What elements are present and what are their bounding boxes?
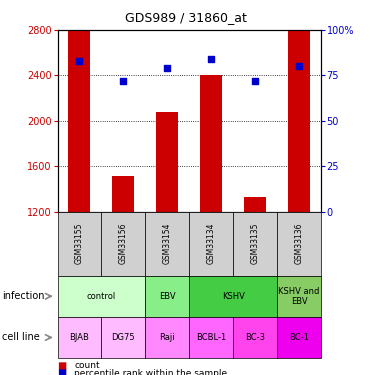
- Text: cell line: cell line: [2, 333, 40, 342]
- Text: BCBL-1: BCBL-1: [196, 333, 226, 342]
- Point: [121, 78, 127, 84]
- Point: [76, 58, 82, 64]
- Text: count: count: [74, 361, 100, 370]
- Text: EBV: EBV: [159, 292, 175, 301]
- Bar: [288, 30, 310, 212]
- Text: GSM33156: GSM33156: [119, 223, 128, 264]
- Point: [208, 56, 214, 62]
- Bar: [156, 112, 178, 212]
- Text: GSM33136: GSM33136: [295, 223, 303, 264]
- Text: Raji: Raji: [160, 333, 175, 342]
- Text: infection: infection: [2, 291, 45, 301]
- Point: [164, 65, 170, 71]
- Text: KSHV and
EBV: KSHV and EBV: [278, 286, 320, 306]
- Text: GSM33135: GSM33135: [250, 223, 260, 264]
- Text: GSM33154: GSM33154: [163, 223, 172, 264]
- Text: BC-1: BC-1: [289, 333, 309, 342]
- Text: GDS989 / 31860_at: GDS989 / 31860_at: [125, 11, 246, 24]
- Bar: [200, 75, 222, 212]
- Text: KSHV: KSHV: [222, 292, 244, 301]
- Text: control: control: [87, 292, 116, 301]
- Text: ■: ■: [58, 361, 67, 370]
- Text: BC-3: BC-3: [245, 333, 265, 342]
- Point: [296, 63, 302, 69]
- Text: GSM33134: GSM33134: [207, 223, 216, 264]
- Text: DG75: DG75: [112, 333, 135, 342]
- Text: BJAB: BJAB: [69, 333, 89, 342]
- Text: percentile rank within the sample: percentile rank within the sample: [74, 369, 227, 375]
- Bar: [112, 176, 134, 212]
- Text: GSM33155: GSM33155: [75, 223, 84, 264]
- Text: ■: ■: [58, 368, 67, 375]
- Bar: [69, 30, 91, 212]
- Bar: [244, 197, 266, 212]
- Point: [252, 78, 258, 84]
